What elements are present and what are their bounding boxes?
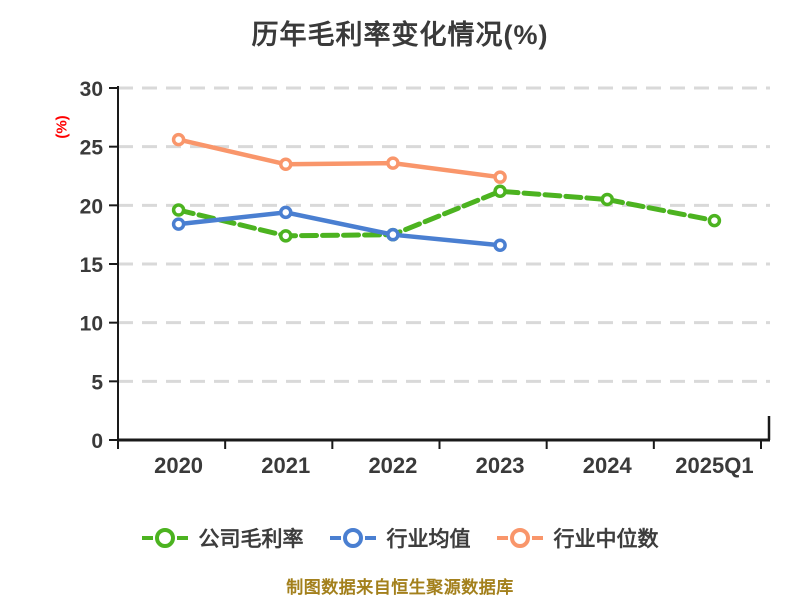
y-tick-label: 30 — [80, 78, 103, 101]
legend-item-company-gross-margin: 公司毛利率 — [141, 523, 304, 553]
x-tick-label: 2020 — [154, 453, 203, 478]
series-line-industry-average — [176, 210, 503, 248]
data-point-industry-median — [493, 170, 507, 184]
legend-label: 行业均值 — [386, 528, 471, 551]
data-point-industry-median — [386, 156, 400, 170]
plot-area: 0 5 10 15 20 25 30 2020 2021 2022 2023 2024 2025Q1 — [80, 78, 771, 478]
data-source-note: 制图数据来自恒生聚源数据库 — [286, 578, 514, 597]
legend-marker-company-gross-margin — [141, 528, 188, 548]
y-tick-label: 10 — [80, 313, 103, 336]
y-tick-label: 15 — [80, 254, 104, 277]
x-tick-label: 2022 — [368, 453, 417, 478]
data-point-company-gross-margin — [171, 203, 186, 217]
legend-label: 行业中位数 — [553, 528, 659, 551]
legend: 公司毛利率 行业均值 行业中位数 — [0, 523, 800, 553]
data-point-company-gross-margin — [493, 184, 507, 199]
data-point-industry-average — [386, 227, 400, 242]
y-tick-label: 25 — [80, 137, 104, 160]
legend-item-industry-average: 行业均值 — [329, 523, 471, 553]
data-point-company-gross-margin — [707, 213, 722, 228]
data-point-industry-average — [279, 205, 293, 220]
legend-marker-industry-median — [496, 528, 543, 548]
data-point-industry-average — [493, 238, 507, 252]
series-line-industry-median — [176, 137, 503, 180]
data-point-company-gross-margin — [279, 229, 293, 243]
data-point-industry-median — [171, 132, 186, 147]
x-tick-label: 2023 — [476, 453, 525, 478]
x-tick-label: 2021 — [261, 453, 310, 478]
legend-label: 公司毛利率 — [198, 528, 304, 551]
x-tick-label: 2025Q1 — [675, 453, 753, 478]
y-tick-label: 0 — [91, 430, 103, 453]
x-tick-label: 2024 — [583, 453, 633, 478]
data-point-industry-median — [279, 157, 293, 172]
y-tick-label: 5 — [91, 371, 103, 394]
data-point-company-gross-margin — [600, 192, 614, 207]
legend-marker-industry-average — [329, 528, 376, 548]
legend-circle — [342, 528, 363, 548]
series-line-company-gross-margin — [176, 188, 717, 239]
data-point-industry-average — [171, 217, 186, 231]
legend-circle — [154, 528, 175, 548]
legend-circle — [509, 528, 530, 548]
chart-title: 历年毛利率变化情况(%) — [251, 20, 549, 50]
legend-item-industry-median: 行业中位数 — [496, 523, 659, 553]
y-tick-label: 20 — [80, 195, 103, 218]
